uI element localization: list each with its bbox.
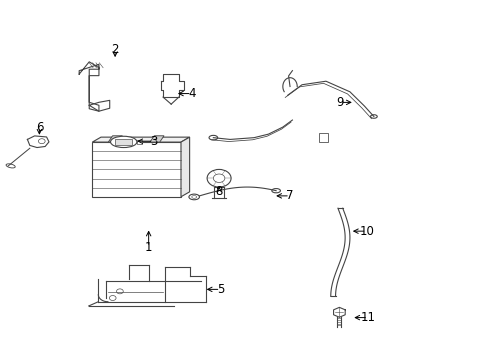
- Ellipse shape: [208, 135, 217, 140]
- Circle shape: [116, 289, 123, 294]
- Bar: [318, 134, 328, 142]
- Text: 9: 9: [336, 96, 344, 109]
- Bar: [137, 140, 142, 144]
- Text: 3: 3: [149, 135, 157, 148]
- Circle shape: [109, 296, 116, 301]
- Text: 11: 11: [360, 311, 375, 324]
- Text: 1: 1: [144, 240, 152, 253]
- Polygon shape: [92, 137, 189, 142]
- Ellipse shape: [271, 189, 280, 193]
- Polygon shape: [150, 136, 163, 142]
- Text: 10: 10: [359, 225, 373, 238]
- Ellipse shape: [370, 115, 376, 118]
- Ellipse shape: [6, 164, 15, 168]
- Polygon shape: [181, 137, 189, 197]
- Text: 4: 4: [188, 87, 195, 100]
- Bar: [115, 139, 132, 145]
- Ellipse shape: [110, 136, 137, 148]
- Circle shape: [207, 170, 231, 187]
- Polygon shape: [108, 136, 122, 142]
- Ellipse shape: [188, 194, 199, 200]
- Circle shape: [39, 139, 45, 144]
- Text: 2: 2: [111, 43, 119, 56]
- Text: 8: 8: [215, 185, 223, 198]
- Text: 7: 7: [285, 189, 293, 202]
- Text: 5: 5: [216, 283, 224, 296]
- Polygon shape: [92, 142, 181, 197]
- Text: 6: 6: [36, 121, 43, 134]
